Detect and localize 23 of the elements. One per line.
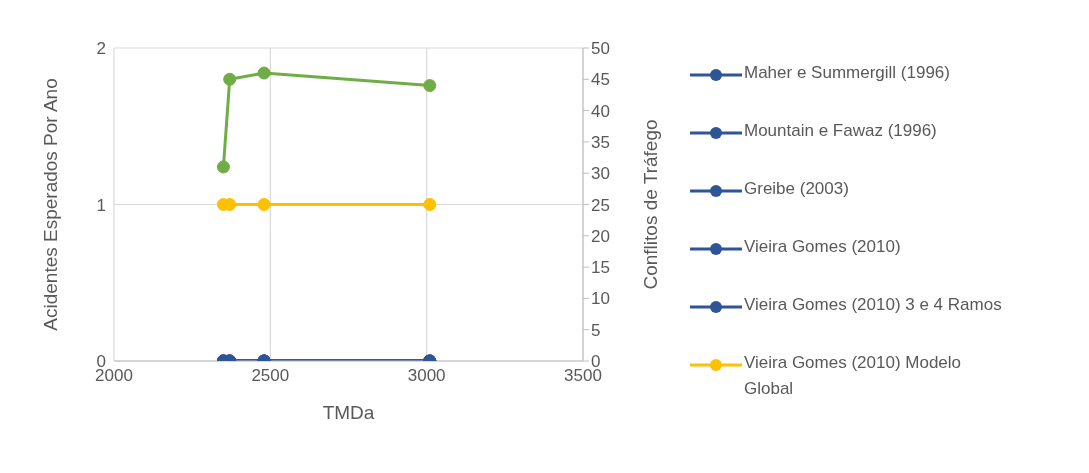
y2-tick-label: 30 [591,164,610,184]
x-axis-title: TMDa [322,402,375,423]
y-tick-label: 1 [96,195,106,215]
y2-tick-label: 5 [591,320,601,340]
legend-label: Vieira Gomes (2010) 3 e 4 Ramos [744,294,1003,316]
y2-tick-label: 15 [591,258,610,278]
legend-label: Vieira Gomes (2010) [744,236,902,258]
y2-tick-label: 25 [591,195,610,215]
legend-label: Maher e Summergill (1996) [744,62,951,84]
y2-tick-label: 45 [591,70,610,90]
y2-tick-label: 50 [591,39,610,59]
y2-tick-label: 10 [591,289,610,309]
y-tick-label: 2 [96,39,106,59]
legend-label: Mountain e Fawaz (1996) [744,120,938,142]
y2-tick-label: 35 [591,132,610,152]
y-axis-title: Acidentes Esperados Por Ano [39,78,61,331]
legend-label: Vieira Gomes (2010) Modelo Global [744,352,962,400]
legend-label: Greibe (2003) [744,178,850,200]
y2-tick-label: 20 [591,226,610,246]
y2-axis-title: Conflitos de Tráfego [639,119,661,290]
x-tick-label: 2500 [251,366,290,386]
x-tick-label: 3000 [407,366,446,386]
y2-tick-label: 40 [591,101,610,121]
